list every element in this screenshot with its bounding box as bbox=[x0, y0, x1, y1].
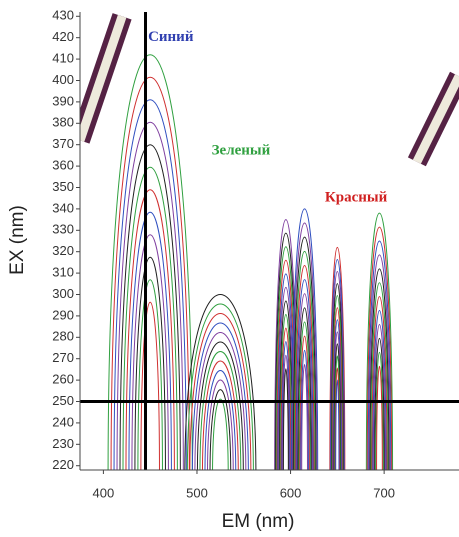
y-tick-label: 270 bbox=[52, 350, 74, 365]
contour-line bbox=[107, 54, 193, 470]
y-tick-label: 320 bbox=[52, 243, 74, 258]
contour-line bbox=[292, 236, 317, 470]
contour-line bbox=[282, 368, 289, 470]
annotation: Зеленый bbox=[212, 143, 271, 159]
contour-line bbox=[329, 247, 346, 470]
contour-line bbox=[191, 322, 249, 470]
contour-line bbox=[329, 259, 345, 470]
y-tick-label: 430 bbox=[52, 8, 74, 23]
annotation: Синий bbox=[148, 29, 194, 45]
y-tick-label: 360 bbox=[52, 158, 74, 173]
contour-line bbox=[372, 310, 387, 470]
contour-line bbox=[122, 166, 178, 470]
x-axis-label: EM (nm) bbox=[222, 511, 295, 532]
contour-line bbox=[291, 222, 318, 470]
y-tick-label: 220 bbox=[52, 457, 74, 472]
contour-line bbox=[293, 251, 316, 470]
contour-line bbox=[368, 254, 391, 470]
x-tick-label: 500 bbox=[186, 485, 208, 500]
contour-line bbox=[295, 279, 314, 470]
y-tick-label: 420 bbox=[52, 29, 74, 44]
y-tick-label: 400 bbox=[52, 72, 74, 87]
contour-line bbox=[298, 321, 311, 470]
contour-line bbox=[366, 226, 393, 470]
contour-line bbox=[300, 350, 309, 470]
contour-line bbox=[281, 341, 291, 470]
contour-line bbox=[369, 268, 390, 470]
contour-line bbox=[294, 265, 315, 470]
contour-line bbox=[212, 398, 229, 470]
y-tick-label: 300 bbox=[52, 286, 74, 301]
contour-line bbox=[297, 307, 312, 470]
y-tick-label: 240 bbox=[52, 414, 74, 429]
y-tick-label: 260 bbox=[52, 372, 74, 387]
y-axis-label: EX (nm) bbox=[7, 205, 28, 275]
contour-line bbox=[119, 144, 181, 470]
contour-line bbox=[375, 352, 384, 470]
y-tick-label: 290 bbox=[52, 307, 74, 322]
contour-line bbox=[299, 335, 310, 470]
contour-line bbox=[334, 367, 341, 470]
contour-line bbox=[199, 351, 242, 470]
contour-line bbox=[186, 303, 254, 470]
contour-line bbox=[330, 271, 345, 470]
y-tick-label: 280 bbox=[52, 329, 74, 344]
y-tick-label: 230 bbox=[52, 436, 74, 451]
contour-line bbox=[140, 301, 160, 470]
contour-line bbox=[207, 379, 234, 470]
contour-line bbox=[128, 211, 172, 470]
plot-area bbox=[80, 12, 459, 470]
contour-line bbox=[373, 324, 386, 470]
y-tick-label: 370 bbox=[52, 136, 74, 151]
contour-line bbox=[113, 99, 187, 470]
contour-line bbox=[194, 332, 247, 470]
contour-line bbox=[131, 234, 169, 470]
contour-line bbox=[301, 363, 308, 470]
contour-line bbox=[376, 365, 383, 470]
scatter-band-core bbox=[412, 74, 459, 164]
contour-line bbox=[280, 327, 292, 470]
contour-line bbox=[204, 370, 237, 470]
y-tick-label: 310 bbox=[52, 265, 74, 280]
y-tick-label: 380 bbox=[52, 115, 74, 130]
contour-line bbox=[209, 389, 232, 470]
contour-line bbox=[184, 294, 257, 470]
contour-line bbox=[282, 355, 290, 470]
contour-line bbox=[134, 257, 166, 470]
contour-line bbox=[116, 121, 184, 470]
contour-line bbox=[196, 341, 244, 470]
x-tick-label: 400 bbox=[93, 485, 115, 500]
contour-line bbox=[367, 240, 392, 470]
y-tick-label: 410 bbox=[52, 51, 74, 66]
contour-line bbox=[125, 189, 175, 470]
contour-line bbox=[370, 282, 389, 470]
y-tick-label: 350 bbox=[52, 179, 74, 194]
y-tick-label: 250 bbox=[52, 393, 74, 408]
y-tick-label: 330 bbox=[52, 222, 74, 237]
x-tick-label: 600 bbox=[280, 485, 302, 500]
contour-line bbox=[291, 208, 319, 470]
contour-line bbox=[189, 313, 252, 470]
scatter-band-core bbox=[80, 14, 127, 142]
y-tick-label: 340 bbox=[52, 200, 74, 215]
annotation: Красный bbox=[325, 190, 388, 206]
contour-line bbox=[296, 293, 313, 470]
contour-line bbox=[371, 296, 388, 470]
contour-line bbox=[365, 213, 394, 470]
y-tick-label: 390 bbox=[52, 93, 74, 108]
contour-line bbox=[110, 76, 190, 470]
x-tick-label: 700 bbox=[373, 485, 395, 500]
contour-line bbox=[374, 337, 385, 470]
contour-line bbox=[202, 360, 239, 470]
contour-line bbox=[137, 279, 163, 470]
contour-line bbox=[335, 379, 340, 470]
